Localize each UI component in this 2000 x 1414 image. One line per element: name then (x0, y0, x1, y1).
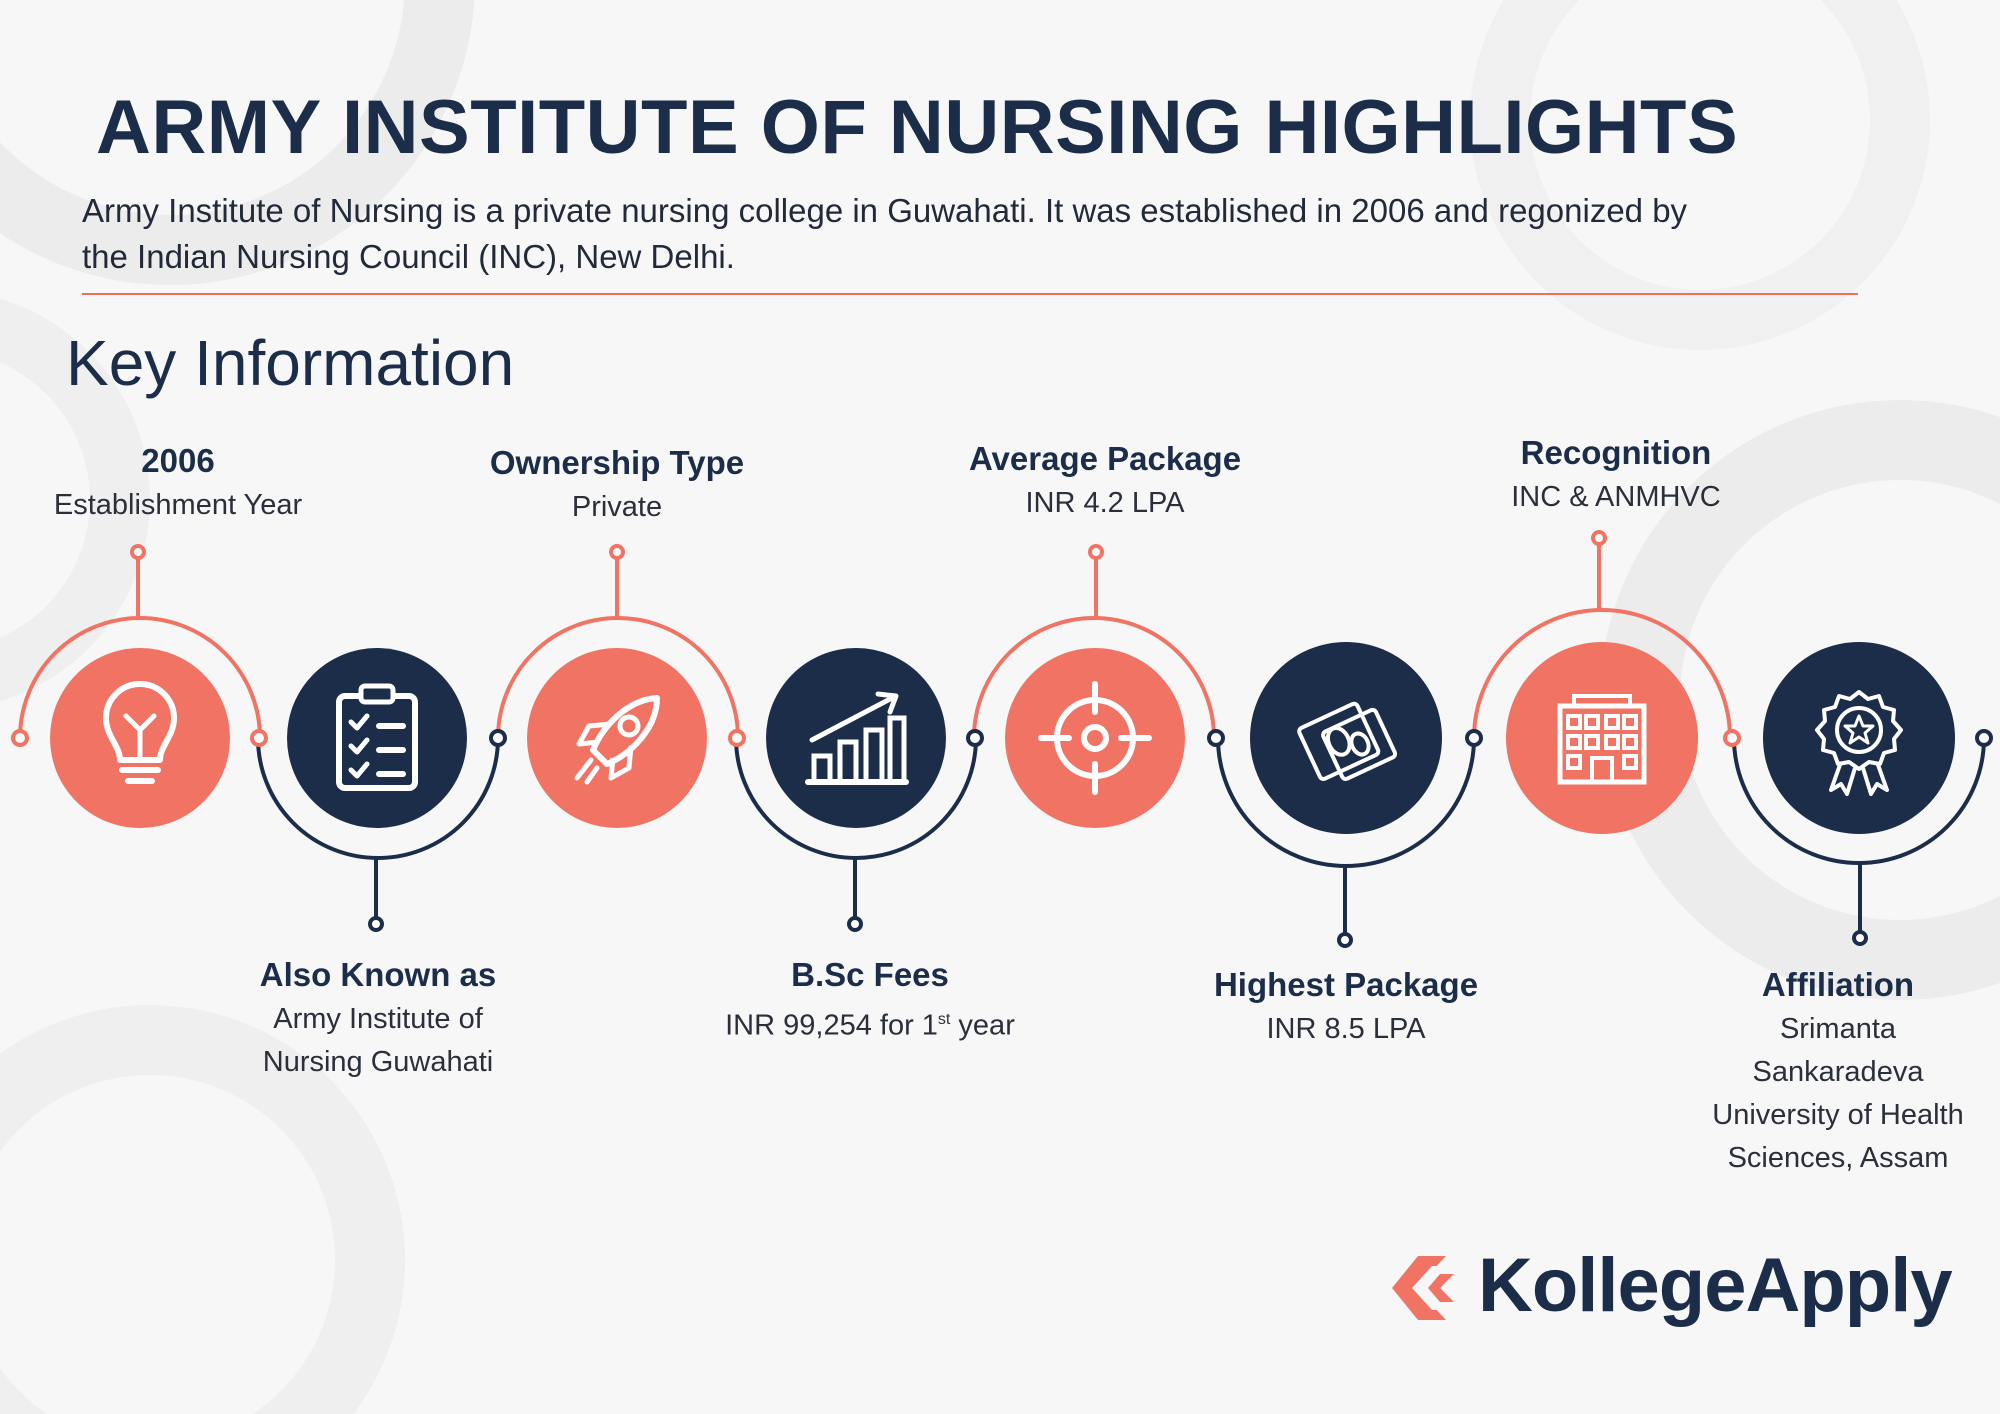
info-value: INR 4.2 LPA (1025, 487, 1185, 519)
info-bsc-fees: B.Sc Fees INR 99,254 for 1st year (680, 952, 1060, 1048)
info-label: 2006 (141, 442, 215, 479)
brand-logo: KollegeApply (1380, 1238, 1953, 1338)
info-recognition: Recognition INC & ANMHVC (1446, 430, 1786, 519)
info-value: Establishment Year (53, 489, 303, 521)
connector-arc-7 (1472, 608, 1732, 739)
info-label: Average Package (968, 440, 1242, 477)
kollegeapply-logo-icon (1392, 1256, 1460, 1320)
connector-arc-6 (1216, 737, 1476, 868)
info-also-known-as: Also Known as Army Institute of Nursing … (228, 952, 528, 1084)
page-description: Army Institute of Nursing is a private n… (82, 192, 1688, 275)
info-establishment-year: 2006 Establishment Year (8, 438, 348, 527)
info-value: Private (571, 491, 663, 523)
info-value: INC & ANMHVC (1511, 481, 1721, 513)
info-value: Srimanta Sankaradeva University of Healt… (1712, 1013, 1964, 1174)
divider (82, 293, 1858, 295)
page-title: ARMY INSTITUTE OF NURSING HIGHLIGHTS (96, 85, 1739, 170)
info-value: INR 99,254 for 1st year (725, 1009, 1015, 1042)
info-ownership-type: Ownership Type Private (447, 440, 787, 529)
info-average-package: Average Package INR 4.2 LPA (935, 436, 1275, 525)
info-highest-package: Highest Package INR 8.5 LPA (1176, 962, 1516, 1051)
info-affiliation: Affiliation Srimanta Sankaradeva Univers… (1693, 962, 1983, 1180)
section-title: Key Information (66, 327, 515, 399)
info-value: INR 8.5 LPA (1266, 1013, 1426, 1045)
info-label: Affiliation (1761, 966, 1915, 1003)
brand-name: KollegeApply (1478, 1243, 1953, 1328)
info-label: Ownership Type (489, 444, 745, 481)
info-value: Army Institute of Nursing Guwahati (262, 1003, 494, 1078)
info-label: Recognition (1520, 434, 1712, 471)
info-label: Also Known as (259, 956, 497, 993)
info-label: Highest Package (1213, 966, 1479, 1003)
info-label: B.Sc Fees (791, 956, 949, 993)
